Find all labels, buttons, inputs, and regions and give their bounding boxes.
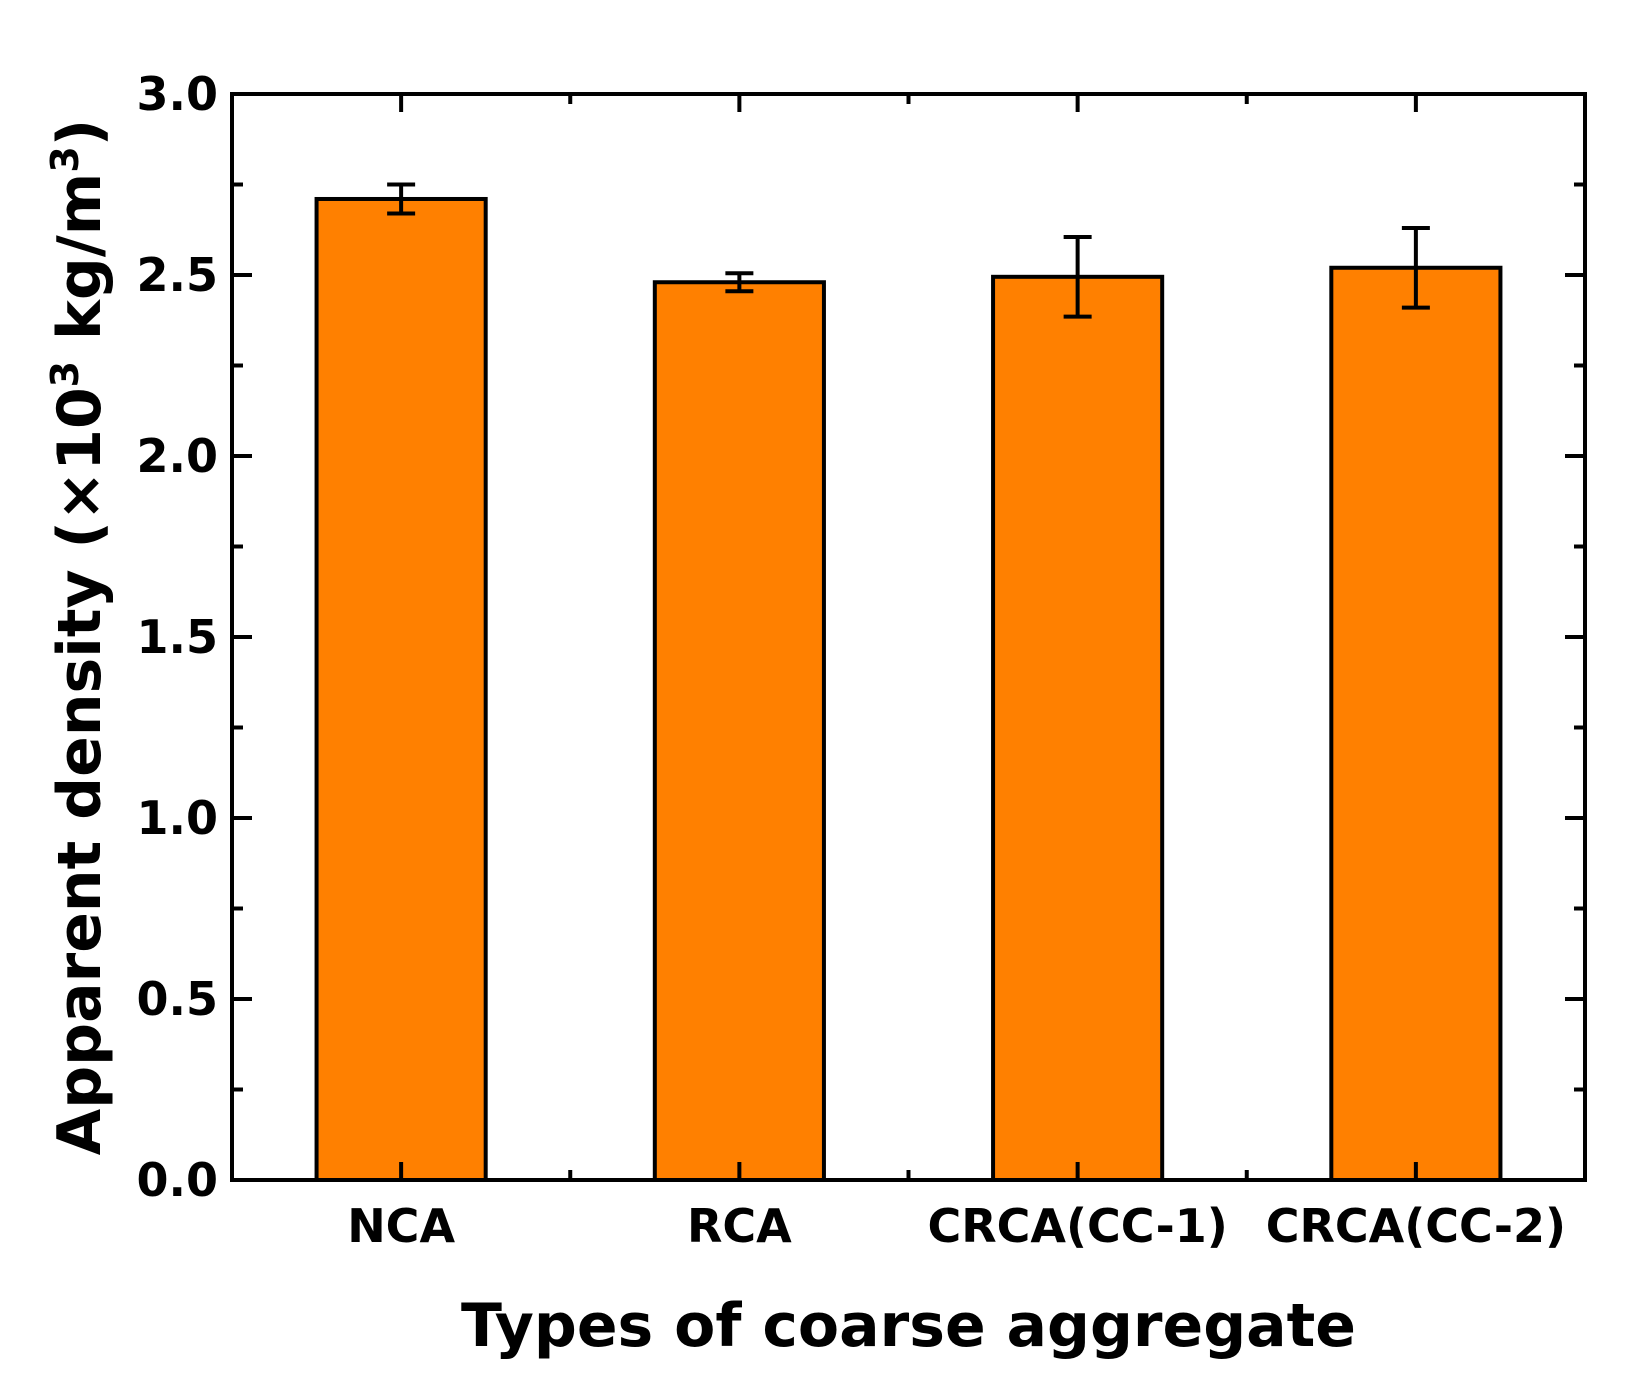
error-bar xyxy=(1063,234,1092,319)
x-tick-label: CRCA(CC-1) xyxy=(927,1199,1227,1253)
y-tick-label: 3.0 xyxy=(137,67,219,121)
y-axis-title: Apparent density (×103 kg/m3) xyxy=(43,119,115,1155)
y-tick-label: 2.5 xyxy=(137,248,219,302)
x-tick-label: NCA xyxy=(347,1199,455,1253)
bar-crca-cc-1 xyxy=(991,274,1165,1182)
y-axis-title-unit: kg/m xyxy=(45,173,115,361)
error-bar xyxy=(1401,225,1430,310)
x-tick-label: CRCA(CC-2) xyxy=(1266,1199,1566,1253)
y-axis-title-prefix: Apparent density (×10 xyxy=(45,387,115,1155)
y-tick-label: 1.0 xyxy=(137,791,219,845)
y-tick-label: 2.0 xyxy=(137,429,219,483)
x-category-labels: NCA RCA CRCA(CC-1) CRCA(CC-2) xyxy=(347,1199,1566,1253)
error-bars-layer xyxy=(387,182,1430,319)
y-tick-labels: 0.0 0.5 1.0 1.5 2.0 2.5 3.0 xyxy=(137,67,219,1207)
bars-layer xyxy=(314,196,1503,1183)
error-bar xyxy=(725,271,754,294)
bar-rca xyxy=(652,280,826,1182)
bar-crca-cc-2 xyxy=(1329,265,1503,1182)
y-axis-title-exponent-2: 3 xyxy=(43,146,87,172)
error-bar xyxy=(387,182,416,216)
y-axis-title-suffix: ) xyxy=(45,119,115,146)
y-tick-label: 1.5 xyxy=(137,610,219,664)
x-tick-label: RCA xyxy=(687,1199,792,1253)
y-axis-title-exponent-1: 3 xyxy=(43,361,87,387)
x-axis-title: Types of coarse aggregate xyxy=(461,1291,1356,1361)
ticks-layer xyxy=(232,92,1585,1182)
bar-nca xyxy=(314,196,488,1183)
y-tick-label: 0.5 xyxy=(137,972,219,1026)
y-tick-label: 0.0 xyxy=(137,1153,219,1207)
